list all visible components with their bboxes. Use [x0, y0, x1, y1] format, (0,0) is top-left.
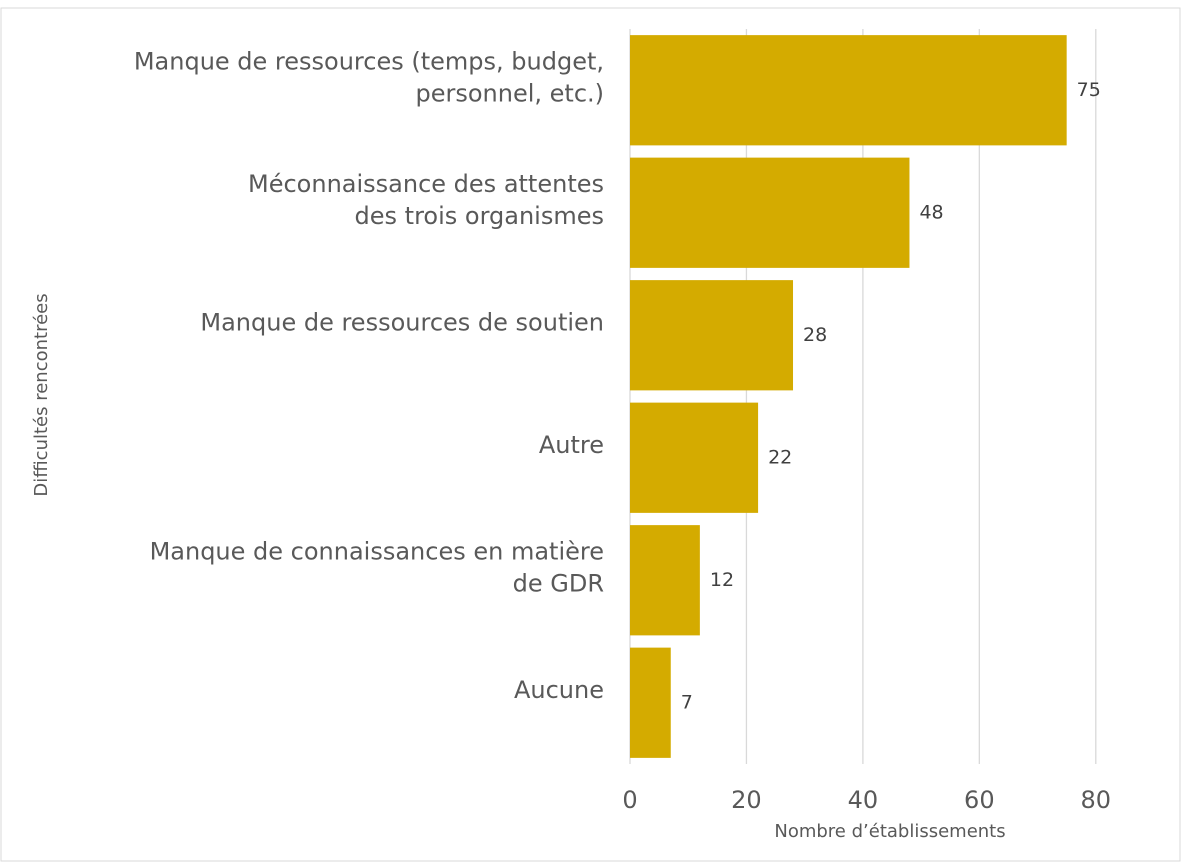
value-label: 7: [681, 691, 693, 713]
y-tick-label: Manque de ressources de soutien: [200, 308, 604, 336]
x-tick-label: 0: [622, 786, 637, 814]
y-tick-label: personnel, etc.): [415, 79, 604, 107]
bar: [630, 525, 700, 636]
bar: [630, 35, 1067, 146]
value-label: 12: [710, 569, 734, 591]
x-tick-label: 80: [1081, 786, 1112, 814]
x-tick-label: 60: [964, 786, 995, 814]
x-axis-title: Nombre d’établissements: [774, 821, 1005, 842]
y-tick-label: des trois organismes: [355, 202, 604, 230]
bar: [630, 157, 910, 268]
y-tick-label: de GDR: [513, 569, 604, 597]
y-tick-label: Méconnaissance des attentes: [248, 170, 604, 198]
y-axis-title: Difficultés rencontrées: [31, 293, 52, 496]
x-tick-label: 40: [848, 786, 879, 814]
y-tick-label: Autre: [539, 431, 604, 459]
value-label: 22: [768, 446, 792, 468]
y-tick-label: Manque de connaissances en matière: [150, 537, 604, 565]
y-tick-label: Manque de ressources (temps, budget,: [134, 47, 604, 75]
bar: [630, 647, 671, 758]
value-label: 48: [919, 201, 943, 223]
value-label: 28: [803, 324, 827, 346]
chart-border: [0, 7, 1181, 862]
bar: [630, 280, 794, 391]
y-tick-label: Aucune: [514, 676, 604, 704]
x-tick-label: 20: [731, 786, 762, 814]
value-label: 75: [1077, 79, 1101, 101]
bar: [630, 402, 759, 513]
